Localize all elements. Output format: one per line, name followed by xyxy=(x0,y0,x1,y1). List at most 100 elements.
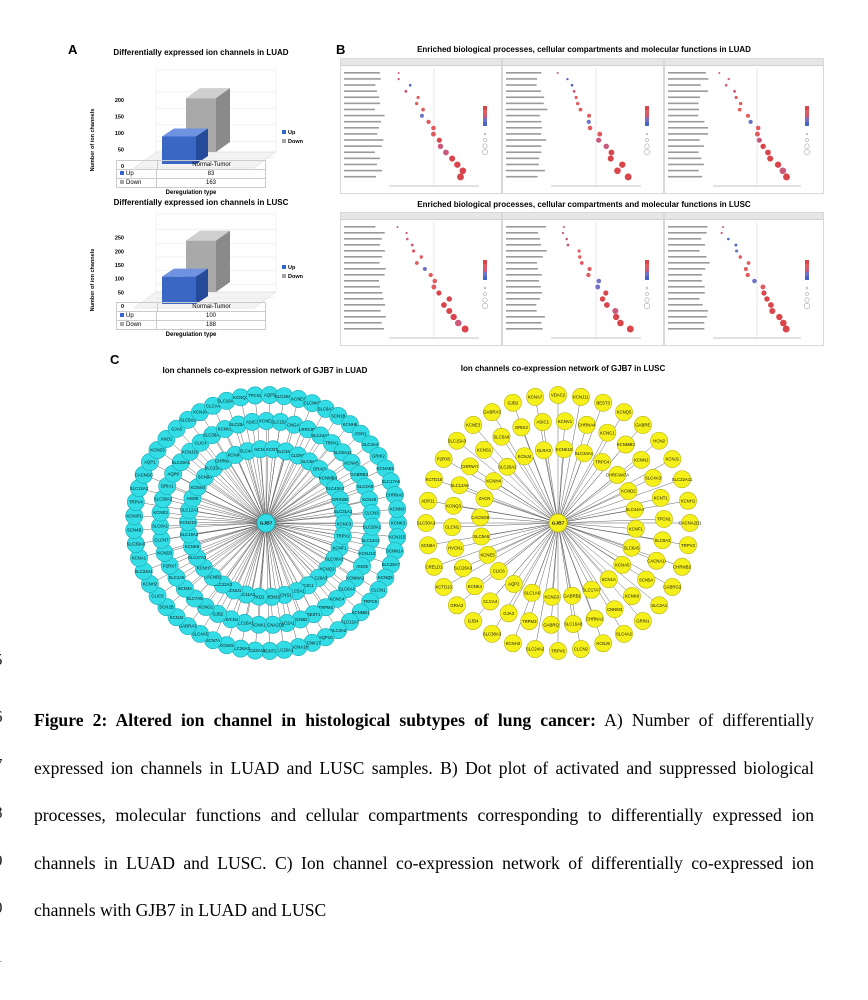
network-node-label: SLC30A3 xyxy=(417,521,436,526)
dotplot-dot xyxy=(422,266,427,272)
figure-caption-lead: Figure 2: Altered ion channel in histolo… xyxy=(34,710,596,730)
network-node-label: SCN2B xyxy=(159,605,173,610)
dotplot-legend-size xyxy=(644,297,650,303)
network-node xyxy=(471,508,490,527)
network-edge xyxy=(265,511,344,524)
network-node-label: CLIC6 xyxy=(493,569,506,574)
network-edge xyxy=(230,522,267,620)
network-node xyxy=(484,472,503,491)
lusc-ytick: 50 xyxy=(118,290,124,296)
network-node-label: SLC1A6 xyxy=(524,590,541,595)
network-edge xyxy=(484,498,559,524)
network-node xyxy=(526,640,544,658)
network-node xyxy=(419,491,437,510)
network-node xyxy=(679,491,697,510)
dotplot-dot xyxy=(783,173,790,181)
network-node xyxy=(556,412,574,431)
dotplot-term-label xyxy=(668,286,705,288)
network-node xyxy=(593,453,612,471)
luad-dotplot-bp xyxy=(340,58,502,194)
luad-bar-chart-title: Differentially expressed ion channels in… xyxy=(113,48,289,57)
lusc-table-row-down-value: 188 xyxy=(205,322,216,328)
network-node-label: KCNJ10 xyxy=(180,520,197,525)
network-node-label: KCNG1 xyxy=(198,605,213,610)
network-node xyxy=(615,624,633,643)
network-node-label: KCNE5 xyxy=(480,552,495,557)
dotplot-term-label xyxy=(668,84,701,86)
network-node xyxy=(512,418,531,437)
network-node-label: TRPC4 xyxy=(595,460,610,465)
dotplot-term-label xyxy=(506,256,543,258)
luad-yticks: 0 50 100 150 200 xyxy=(115,98,124,170)
dotplot-term-label xyxy=(344,175,376,178)
dotplot-term-label xyxy=(506,322,542,324)
network-node xyxy=(622,538,641,557)
network-node-label: KCNQ3 xyxy=(320,567,335,572)
lusc-legend-down: Down xyxy=(288,274,304,280)
network-edge xyxy=(513,522,559,585)
dotplot-dot xyxy=(397,77,400,81)
dotplot-dot xyxy=(405,231,408,235)
luad-legend-down-swatch xyxy=(282,139,286,143)
dotplot-dot xyxy=(577,249,581,253)
network-node xyxy=(681,514,699,532)
network-node-label: KCNH7 xyxy=(197,566,212,571)
network-edge xyxy=(212,434,267,524)
network-node-label: GJB2 xyxy=(213,612,224,617)
dotplot-dot xyxy=(761,290,767,296)
network-edge xyxy=(265,522,356,579)
dotplot-term-label xyxy=(506,72,542,74)
dotplot-dot xyxy=(774,161,782,168)
network-node-label: KCNS1 xyxy=(277,593,292,598)
network-node-label: SLC44A4 xyxy=(625,507,644,512)
dotplot-legend-size xyxy=(645,292,649,296)
network-node xyxy=(653,531,672,550)
network-edge xyxy=(557,518,664,524)
network-node-label: TRPM3 xyxy=(318,605,333,610)
network-node xyxy=(478,545,497,564)
network-edge xyxy=(557,497,661,524)
dotplot-legend-size xyxy=(805,286,809,290)
network-node xyxy=(534,441,553,460)
network-edge xyxy=(534,522,559,650)
network-edge xyxy=(247,451,267,524)
network-node xyxy=(619,482,638,501)
dotplot-term-label xyxy=(506,280,540,282)
dotplot-dot xyxy=(727,77,730,81)
network-node-label: TRPC6 xyxy=(363,599,378,604)
network-node-label: KCNMA1 xyxy=(346,576,365,581)
network-edge xyxy=(498,522,559,572)
network-edge xyxy=(197,486,267,524)
dotplot-term-label xyxy=(668,102,699,105)
dotplot-term-label xyxy=(344,90,377,92)
network-node-label: KCNU1 xyxy=(227,588,242,593)
network-edge xyxy=(487,522,559,556)
network-node xyxy=(447,596,466,615)
dotplot-legend-color xyxy=(483,114,487,118)
dotplot-dot xyxy=(760,143,766,150)
dotplot-legend-color xyxy=(645,114,649,118)
network-node-label: KCNS3 xyxy=(150,448,165,453)
network-node xyxy=(450,476,469,495)
dotplot-dot xyxy=(724,83,728,87)
network-node-label: KCNH4 xyxy=(486,479,501,484)
luad-network: KCNK3 KCNJ15 SCNN1A SLC26A7 KCNQ5 CLCN1 TRPC6 K… xyxy=(125,386,407,660)
network-node xyxy=(499,604,518,623)
dotplot-term-label xyxy=(506,310,537,312)
dotplot-dot xyxy=(764,296,770,302)
network-node-label: KCNH3 xyxy=(506,641,521,646)
dotplot-term-label xyxy=(506,145,542,147)
network-edge xyxy=(212,522,267,578)
network-node-label: KCNC3 xyxy=(337,521,352,526)
dotplot-dot xyxy=(737,107,742,112)
dotplot-legend-color xyxy=(805,118,809,122)
network-edge xyxy=(235,454,267,524)
dotplot-legend-size xyxy=(483,286,487,290)
network-edge xyxy=(265,522,301,620)
dotplot-dot xyxy=(432,278,438,284)
network-node-label: SCN7A xyxy=(206,638,220,643)
network-edge xyxy=(265,499,341,524)
network-node-label: KCNK1 xyxy=(251,622,266,627)
network-node-label: KCNQ5 xyxy=(378,575,393,580)
network-node-label: KCNS1 xyxy=(477,448,492,453)
